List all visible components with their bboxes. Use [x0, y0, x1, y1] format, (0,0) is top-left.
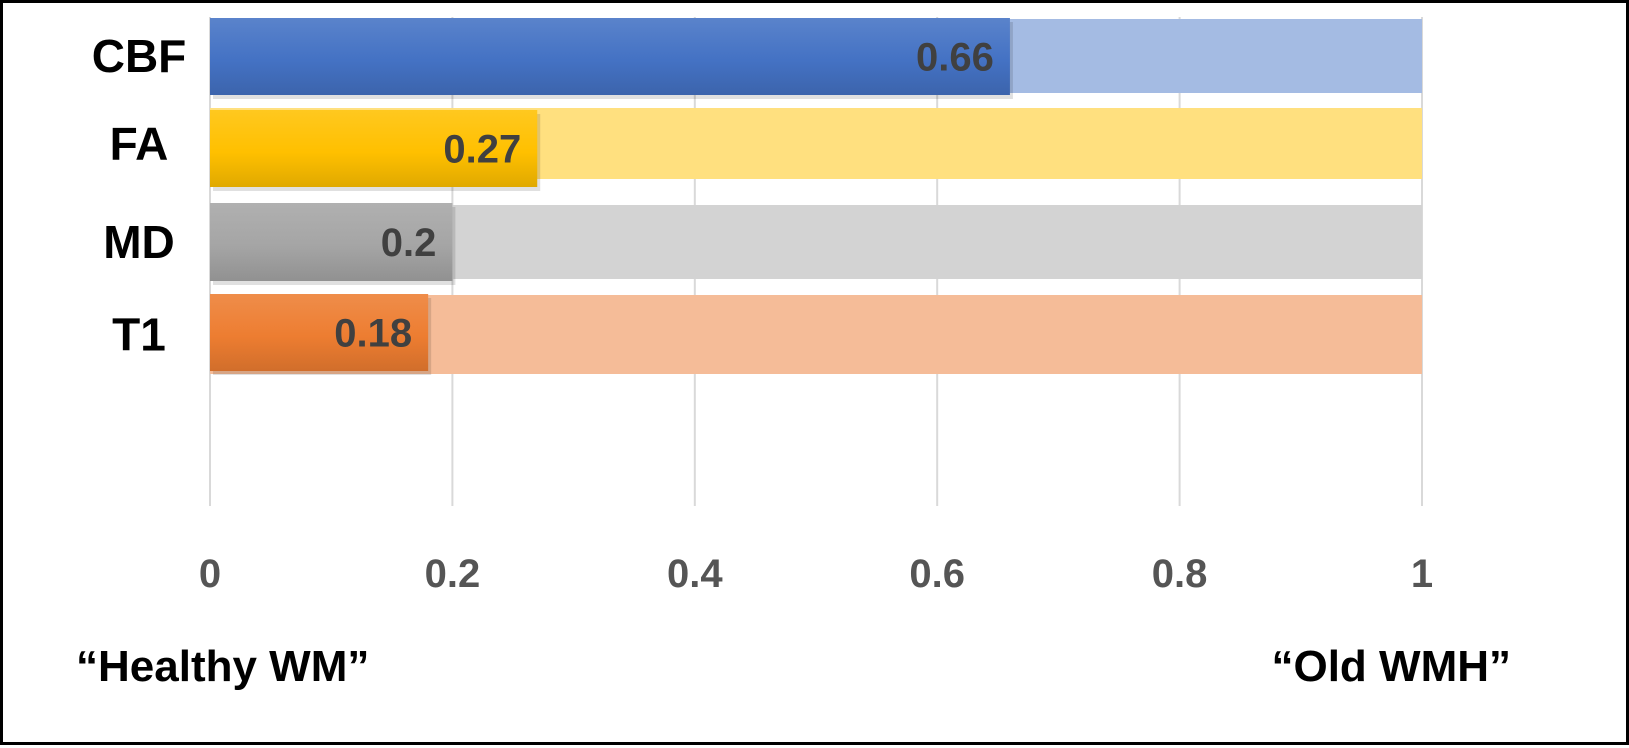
old-wmh-label: “Old WMH” — [1271, 642, 1511, 691]
value-bar — [210, 110, 538, 187]
data-label: 0.66 — [916, 36, 994, 80]
value-bar — [210, 18, 1010, 95]
value-bars — [210, 18, 1013, 375]
x-tick-label: 0.6 — [909, 552, 965, 596]
x-tick-label: 0 — [199, 552, 221, 596]
data-label: 0.27 — [443, 128, 521, 172]
category-label: FA — [110, 118, 169, 170]
x-tick-label: 0.4 — [667, 552, 723, 596]
category-label: CBF — [92, 30, 187, 82]
x-tick-label: 1 — [1411, 552, 1433, 596]
category-label: MD — [103, 216, 175, 268]
data-label: 0.2 — [381, 221, 437, 265]
bar-chart: 0.66 0.27 0.2 0.18 CBF FA MD T1 0 0.2 0.4 0.6 0.8 1… — [76, 17, 1511, 691]
category-label: T1 — [112, 309, 166, 361]
x-tick-label: 0.2 — [425, 552, 481, 596]
healthy-wm-label: “Healthy WM” — [76, 642, 369, 691]
value-bar — [210, 294, 429, 371]
data-labels: 0.66 0.27 0.2 0.18 — [334, 36, 994, 356]
x-tick-label: 0.8 — [1152, 552, 1208, 596]
category-labels: CBF FA MD T1 — [92, 30, 187, 361]
x-tick-labels: 0 0.2 0.4 0.6 0.8 1 — [199, 552, 1433, 596]
value-bar — [210, 203, 453, 281]
data-label: 0.18 — [334, 312, 412, 356]
